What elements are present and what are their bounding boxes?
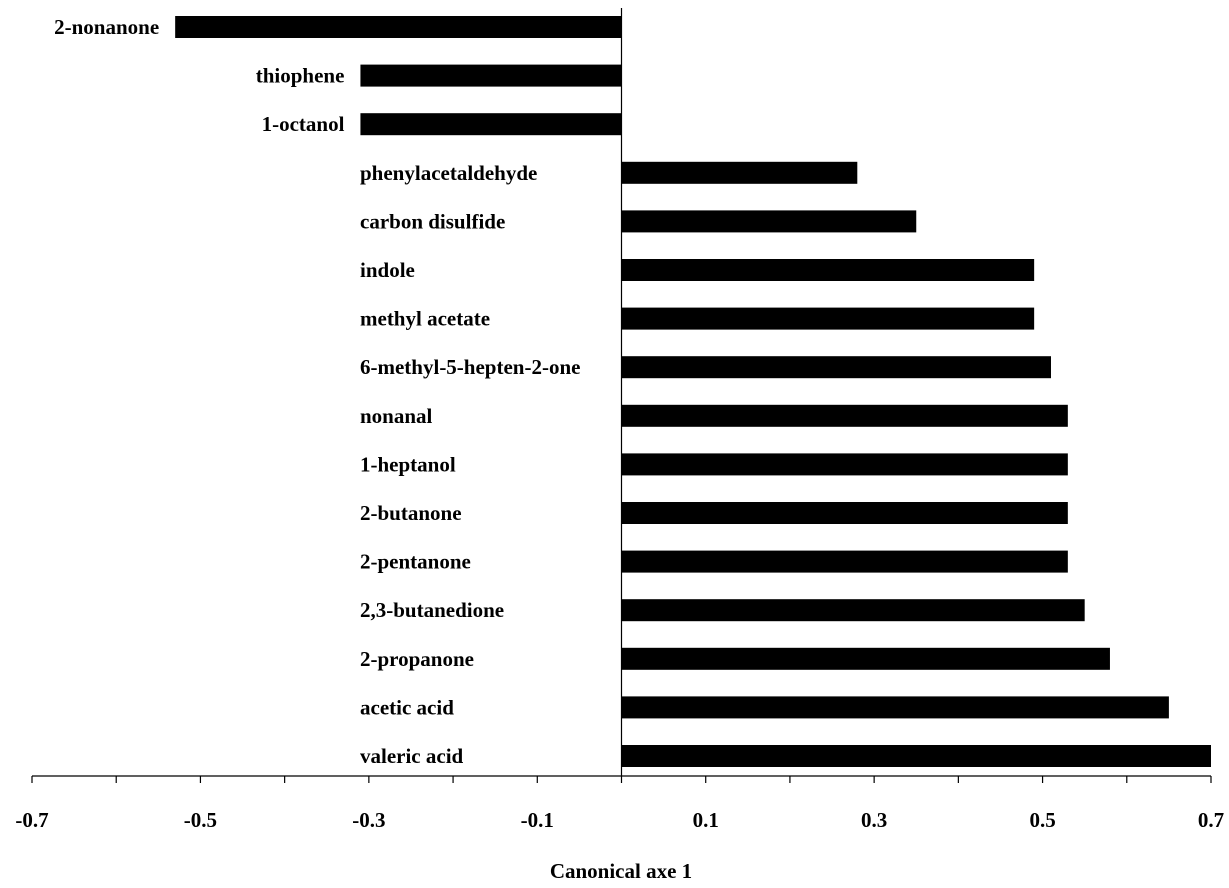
x-tick-label: 0.1 (693, 808, 719, 832)
category-label-2-nonanone: 2-nonanone (54, 15, 159, 39)
x-tick-label: -0.3 (352, 808, 385, 832)
category-label-2-3-butanedione: 2,3-butanedione (360, 598, 504, 622)
category-label-carbon-disulfide: carbon disulfide (360, 209, 505, 233)
category-label-acetic-acid: acetic acid (360, 695, 454, 719)
category-label-nonanal: nonanal (360, 404, 433, 428)
bar-6-methyl-5-hepten-2-one (621, 356, 1051, 379)
x-tick-label: 0.7 (1198, 808, 1224, 832)
x-axis-title: Canonical axe 1 (550, 859, 692, 883)
bar-2-pentanone (621, 550, 1068, 573)
bars-group (175, 16, 1211, 767)
category-label-2-butanone: 2-butanone (360, 501, 462, 525)
category-label-thiophene: thiophene (256, 64, 345, 88)
bar-methyl-acetate (621, 307, 1035, 330)
x-tick-label: -0.1 (521, 808, 554, 832)
bar-nonanal (621, 404, 1068, 427)
bar-2-nonanone (175, 16, 622, 38)
x-tick-label: 0.5 (1029, 808, 1055, 832)
bar-1-heptanol (621, 453, 1068, 476)
category-label-valeric-acid: valeric acid (360, 744, 464, 768)
category-label-phenylacetaldehyde: phenylacetaldehyde (360, 161, 537, 185)
x-tick-label: 0.3 (861, 808, 887, 832)
category-label-methyl-acetate: methyl acetate (360, 307, 490, 331)
bar-valeric-acid (621, 745, 1211, 767)
x-axis-ticks-group: -0.7 -0.5 -0.3 -0.1 0.1 0.3 0.5 0.7 (15, 776, 1224, 832)
x-tick-label: -0.5 (184, 808, 217, 832)
bar-2-butanone (621, 502, 1068, 524)
category-label-2-pentanone: 2-pentanone (360, 550, 471, 574)
bar-indole (621, 259, 1035, 281)
category-labels-group: 2-nonanone thiophene 1-octanol phenylacetal… (54, 15, 580, 768)
bar-2-3-butanedione (621, 599, 1085, 622)
bar-1-octanol (360, 113, 622, 136)
bar-2-propanone (621, 647, 1110, 670)
category-label-indole: indole (360, 258, 415, 282)
category-label-1-octanol: 1-octanol (262, 112, 345, 136)
bar-acetic-acid (621, 696, 1169, 719)
category-label-1-heptanol: 1-heptanol (360, 452, 456, 476)
bar-thiophene (360, 64, 622, 87)
x-tick-label: -0.7 (15, 808, 48, 832)
bar-carbon-disulfide (621, 210, 917, 233)
category-label-6-methyl-5-hepten-2-one: 6-methyl-5-hepten-2-one (360, 355, 580, 379)
category-label-2-propanone: 2-propanone (360, 647, 474, 671)
bar-phenylacetaldehyde (621, 161, 858, 184)
